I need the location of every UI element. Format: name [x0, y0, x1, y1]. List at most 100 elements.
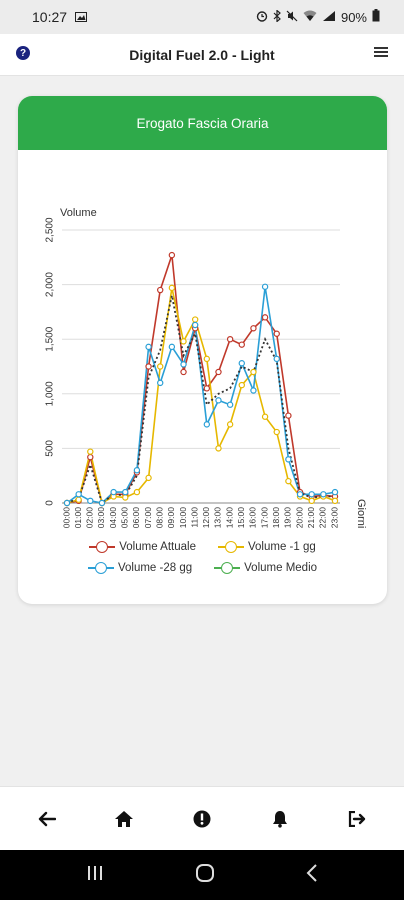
system-back-icon[interactable]	[306, 863, 318, 887]
x-tick-label: 23:00	[329, 507, 339, 529]
mute-icon	[286, 10, 298, 25]
data-point	[122, 488, 129, 496]
data-point	[122, 494, 129, 501]
x-tick-label: 04:00	[108, 507, 118, 529]
data-point	[261, 413, 269, 420]
logout-icon[interactable]	[337, 799, 377, 839]
data-point	[203, 421, 211, 428]
data-point	[273, 330, 280, 337]
legend-item-volume-attuale[interactable]: Volume Attuale	[89, 540, 196, 554]
system-nav-bar	[0, 850, 404, 900]
data-point	[215, 368, 222, 376]
legend-item-volume-medio[interactable]: Volume Medio	[214, 561, 317, 575]
data-point	[250, 325, 257, 332]
x-tick-label: 11:00	[189, 507, 199, 528]
data-point	[87, 497, 94, 505]
chart-card: Erogato Fascia Oraria Volume 0 500 1,000 1,5…	[18, 96, 387, 604]
hamburger-menu-icon[interactable]	[374, 45, 388, 59]
data-point	[331, 497, 339, 505]
status-bar: 10:27 90%	[0, 0, 404, 34]
data-point	[191, 316, 199, 323]
x-tick-label: 19:00	[283, 507, 293, 529]
data-point	[261, 314, 269, 321]
legend-label: Volume Attuale	[119, 541, 196, 553]
x-tick-label: 10:00	[178, 507, 188, 529]
data-point	[145, 343, 152, 351]
x-tick-label: 20:00	[294, 507, 304, 529]
data-point	[215, 397, 222, 404]
data-point	[133, 488, 141, 496]
data-point	[238, 360, 245, 367]
x-tick-label: 01:00	[73, 507, 83, 529]
data-point	[238, 381, 245, 389]
wifi-icon	[303, 10, 317, 25]
data-point	[285, 456, 292, 463]
x-tick-label: 15:00	[236, 507, 246, 529]
x-tick-label: 09:00	[166, 507, 176, 529]
data-point	[203, 355, 211, 363]
line-chart: Volume 0 500 1,000 1,500 2,000 2,500 00:00 01:00…	[45, 207, 367, 529]
data-point	[98, 499, 106, 507]
x-tick-label: 17:00	[259, 507, 269, 529]
data-point	[180, 368, 187, 376]
back-arrow-icon[interactable]	[27, 799, 67, 839]
data-point	[191, 321, 199, 329]
data-point	[75, 496, 82, 503]
bluetooth-icon	[273, 8, 281, 25]
data-point	[87, 448, 94, 455]
data-point	[145, 363, 152, 370]
data-point	[87, 453, 94, 461]
x-tick-label: 22:00	[318, 507, 328, 529]
x-tick-label: 18:00	[271, 507, 281, 529]
x-tick-label: 14:00	[224, 507, 234, 529]
bottom-nav	[0, 786, 404, 850]
data-point	[296, 491, 304, 498]
data-point	[285, 412, 292, 419]
signal-icon	[322, 10, 336, 25]
data-point	[157, 286, 164, 294]
x-tick-label: 13:00	[213, 507, 223, 529]
y-axis-label: Volume	[60, 207, 97, 219]
app-title: Digital Fuel 2.0 - Light	[129, 46, 275, 63]
x-tick-label: 07:00	[143, 507, 153, 529]
y-tick-label: 0	[45, 500, 56, 506]
data-point	[273, 428, 280, 436]
data-point	[238, 341, 245, 348]
data-point	[180, 361, 187, 368]
data-point	[215, 445, 222, 452]
image-notification-icon	[75, 9, 88, 25]
data-point	[331, 488, 339, 496]
x-tick-label: 05:00	[120, 507, 130, 529]
legend-label: Volume Medio	[244, 562, 318, 574]
home-icon[interactable]	[104, 799, 144, 839]
data-point	[145, 474, 152, 482]
data-point	[308, 491, 315, 498]
app-header: ? Digital Fuel 2.0 - Light	[0, 34, 404, 76]
data-point	[320, 491, 327, 498]
data-point	[133, 467, 141, 474]
data-point	[273, 355, 280, 363]
data-point	[250, 387, 257, 394]
data-point	[168, 251, 176, 259]
x-tick-label: 00:00	[61, 507, 71, 529]
legend-item-volume-1gg[interactable]: Volume -1 gg	[217, 540, 316, 554]
chart-legend: Volume Attuale Volume -1 gg Volume -28 g…	[18, 540, 387, 582]
home-circle-icon[interactable]	[195, 863, 215, 888]
question-circle-icon[interactable]: ?	[16, 46, 30, 60]
status-time: 10:27	[32, 9, 68, 25]
recent-apps-icon[interactable]	[86, 865, 104, 886]
data-point	[226, 421, 234, 428]
data-point	[250, 368, 257, 376]
alarm-icon	[256, 10, 268, 25]
legend-item-volume-28gg[interactable]: Volume -28 gg	[87, 561, 193, 575]
legend-label: Volume -1 gg	[247, 541, 316, 553]
bell-icon[interactable]	[260, 799, 300, 839]
x-tick-label: 21:00	[306, 507, 316, 529]
data-point	[75, 491, 82, 498]
card-title: Erogato Fascia Oraria	[18, 96, 387, 150]
legend-label: Volume -28 gg	[117, 562, 193, 574]
data-point	[168, 343, 176, 351]
y-tick-label: 1,000	[45, 381, 56, 406]
alert-icon[interactable]	[182, 799, 222, 839]
x-tick-label: 08:00	[154, 507, 164, 529]
